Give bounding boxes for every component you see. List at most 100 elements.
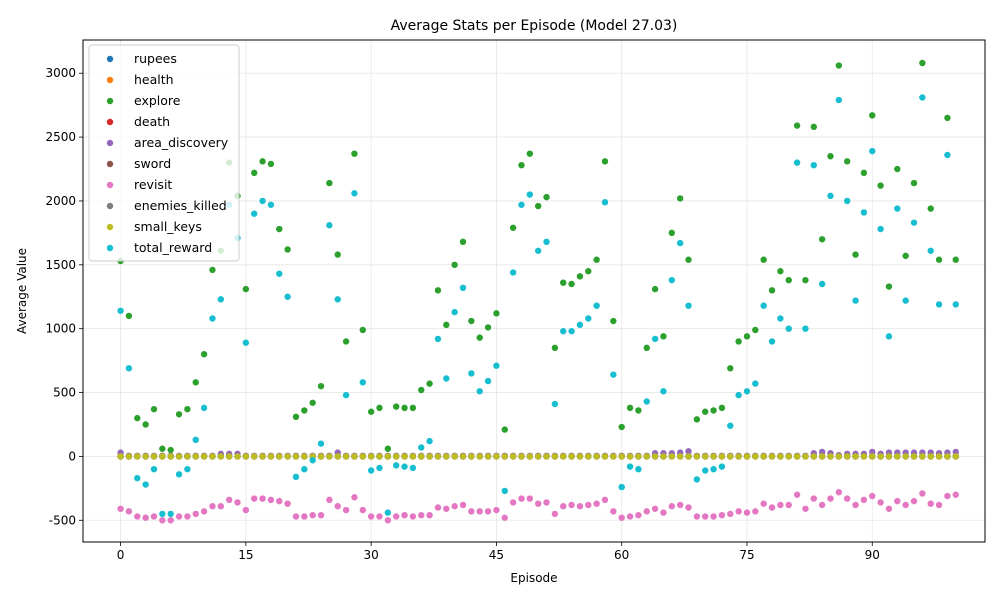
revisit-point	[626, 513, 634, 520]
small_keys-point	[885, 453, 893, 460]
revisit-point	[259, 495, 266, 502]
total_reward-point	[935, 301, 943, 308]
revisit-point	[910, 497, 918, 505]
small_keys-point	[877, 453, 884, 460]
revisit-point	[534, 500, 542, 507]
total_reward-point	[501, 487, 508, 495]
small_keys-point	[484, 453, 492, 460]
total_reward-point	[401, 463, 408, 470]
revisit-point	[376, 513, 383, 520]
explore-point	[885, 283, 893, 290]
explore-point	[259, 158, 266, 165]
explore-point	[501, 426, 508, 433]
small_keys-point	[209, 453, 216, 460]
total_reward-point	[860, 209, 868, 216]
explore-point	[342, 338, 350, 345]
explore-point	[409, 404, 417, 412]
y-tick-label: 1000	[45, 322, 76, 336]
small_keys-point	[869, 453, 876, 460]
area_discovery-point	[818, 448, 826, 456]
total_reward-point	[944, 151, 951, 159]
total_reward-point	[359, 379, 366, 386]
explore-point	[727, 365, 734, 372]
small_keys-point	[367, 453, 375, 460]
total_reward-point	[426, 437, 433, 445]
explore-point	[793, 122, 801, 129]
series-total_reward	[117, 94, 959, 518]
revisit-point	[869, 492, 876, 500]
small_keys-point	[476, 453, 483, 460]
small_keys-point	[660, 453, 667, 460]
revisit-point	[902, 501, 909, 509]
small_keys-point	[676, 453, 684, 460]
small_keys-point	[159, 453, 166, 460]
explore-point	[576, 273, 584, 280]
explore-point	[534, 202, 542, 210]
total_reward-point	[509, 269, 517, 276]
total_reward-point	[309, 457, 316, 464]
explore-point	[685, 256, 692, 263]
total_reward-point	[242, 339, 250, 346]
y-axis-label: Average Value	[15, 248, 29, 334]
total_reward-point	[777, 315, 784, 322]
small_keys-point	[401, 453, 408, 460]
total_reward-point	[743, 388, 751, 395]
small_keys-point	[768, 453, 776, 460]
revisit-point	[935, 501, 943, 509]
total_reward-point	[367, 467, 375, 474]
legend-label-area_discovery: area_discovery	[134, 135, 229, 150]
total_reward-point	[384, 509, 392, 516]
revisit-point	[142, 514, 149, 521]
legend-marker-death	[106, 118, 114, 126]
small_keys-point	[426, 453, 433, 460]
legend-marker-area_discovery	[106, 139, 114, 147]
revisit-point	[443, 505, 450, 512]
small_keys-point	[793, 453, 801, 460]
small_keys-point	[852, 453, 859, 460]
explore-point	[919, 59, 926, 67]
legend-label-rupees: rupees	[134, 51, 177, 66]
total_reward-point	[676, 239, 684, 247]
total_reward-point	[685, 302, 692, 309]
explore-point	[768, 287, 776, 294]
small_keys-point	[242, 453, 250, 460]
small_keys-point	[284, 453, 291, 460]
revisit-point	[451, 503, 458, 510]
revisit-point	[610, 508, 617, 515]
y-tick-label: 2000	[45, 194, 76, 208]
small_keys-point	[434, 453, 442, 460]
legend: rupees health explore death area_discoverysw…	[88, 44, 240, 262]
small_keys-point	[342, 453, 350, 460]
explore-point	[142, 421, 149, 428]
explore-point	[484, 324, 492, 331]
total_reward-point	[292, 473, 300, 481]
small_keys-point	[326, 453, 333, 460]
total_reward-point	[710, 465, 717, 473]
total_reward-point	[643, 398, 650, 405]
revisit-point	[727, 510, 734, 518]
explore-point	[818, 236, 826, 243]
y-tick-label: 0	[68, 449, 76, 463]
revisit-point	[200, 508, 208, 515]
revisit-point	[267, 496, 275, 504]
explore-point	[643, 344, 650, 352]
small_keys-point	[167, 453, 174, 460]
revisit-point	[852, 501, 859, 509]
revisit-point	[518, 495, 525, 502]
small_keys-point	[451, 453, 458, 460]
small_keys-point	[142, 453, 149, 460]
total_reward-point	[760, 302, 767, 309]
legend-marker-rupees	[106, 55, 114, 63]
revisit-point	[418, 511, 425, 519]
small_keys-point	[651, 453, 659, 460]
small_keys-point	[935, 453, 943, 460]
explore-point	[317, 382, 325, 390]
revisit-point	[493, 506, 500, 514]
explore-point	[585, 268, 592, 275]
total_reward-point	[518, 201, 525, 208]
small_keys-point	[526, 453, 534, 460]
explore-point	[334, 251, 341, 258]
total_reward-point	[869, 147, 876, 155]
total_reward-point	[493, 362, 500, 369]
series-small_keys	[117, 453, 959, 460]
